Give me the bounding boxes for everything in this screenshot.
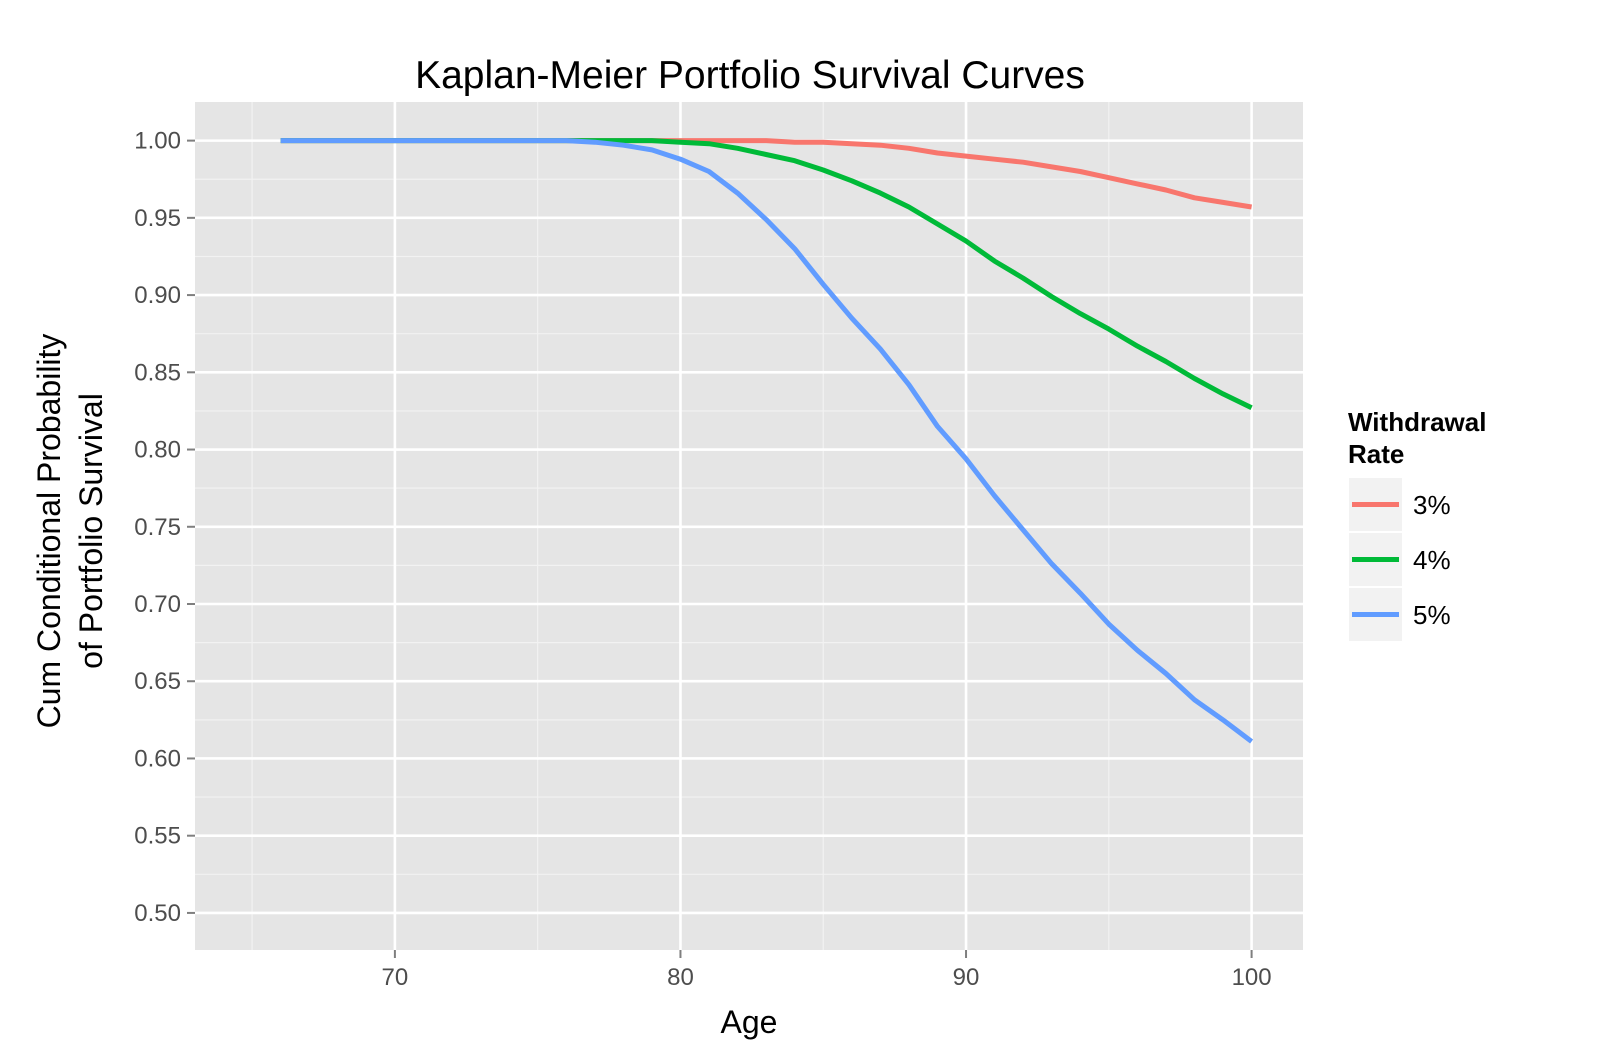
axis-ticks [187,139,1253,958]
major-gridlines [195,102,1303,950]
y-tick-label: 0.60 [134,745,181,772]
y-tick-label: 0.70 [134,591,181,618]
y-tick-label: 0.50 [134,900,181,927]
y-tick-label: 0.55 [134,823,181,850]
y-tick-label: 0.75 [134,514,181,541]
legend-title-line-1: Withdrawal [1348,407,1486,437]
legend-title-line-2: Rate [1348,439,1404,469]
x-tick-label: 70 [382,964,409,991]
y-tick-label: 0.80 [134,437,181,464]
y-tick-label: 0.90 [134,282,181,309]
y-axis-title-line-2: of Portfolio Survival [73,393,109,669]
y-tick-label: 1.00 [134,128,181,155]
y-axis-title-line-1: Cum Conditional Probability [31,334,67,729]
x-tick-label: 80 [667,964,694,991]
y-tick-label: 0.85 [134,359,181,386]
x-tick-label: 100 [1232,964,1272,991]
y-tick-label: 0.65 [134,668,181,695]
x-tick-label: 90 [953,964,980,991]
legend-items: 3% 4% 5% [1347,476,1451,643]
series-line-5pct [280,138,1254,744]
legend: Withdrawal Rate 3% 4% 5% [1347,407,1486,643]
x-axis-title: Age [721,1004,778,1040]
chart-title: Kaplan-Meier Portfolio Survival Curves [415,54,1085,97]
y-axis-tick-labels: 0.50 0.55 0.60 0.65 0.70 0.75 0.80 0.85 0.90 0.95… [134,128,181,927]
y-tick-label: 0.95 [134,205,181,232]
legend-label: 5% [1413,600,1451,630]
legend-label: 4% [1413,545,1451,575]
x-axis-tick-labels: 70 80 90 100 [382,964,1272,991]
series-lines [280,138,1254,744]
legend-label: 3% [1413,490,1451,520]
y-axis-title: Cum Conditional Probability of Portfolio… [31,334,109,729]
